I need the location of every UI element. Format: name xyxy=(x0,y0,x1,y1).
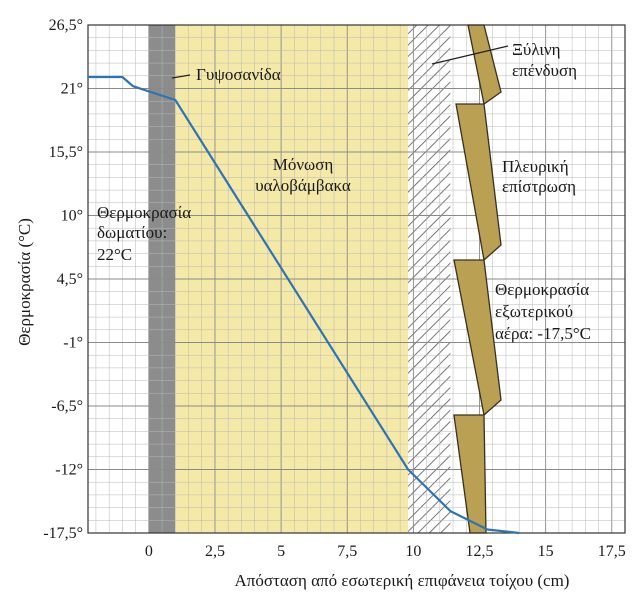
siding-annotation-line1: Πλευρική xyxy=(502,157,569,176)
x-tick-labels: 0 2,5 5 7,5 10 12,5 15 17,5 xyxy=(145,543,626,560)
siding-board xyxy=(455,103,502,262)
y-tick-label: 4,5° xyxy=(57,271,83,288)
siding-boards xyxy=(453,24,502,534)
y-tick-label: -17,5° xyxy=(43,525,83,542)
annotations: Γυψοσανίδα Μόνωση υαλοβάμβακα Θερμοκρασί… xyxy=(97,40,591,343)
siding-annotation-line2: επίστρωση xyxy=(502,177,576,196)
outdoor-temp-annotation-line1: Θερμοκρασία xyxy=(495,280,589,299)
outdoor-temp-annotation-line2: εξωτερικού xyxy=(495,302,573,321)
y-tick-label: 10° xyxy=(61,208,83,225)
wood-leader-line xyxy=(431,45,509,65)
outdoor-temp-annotation-line3: αέρα: -17,5°C xyxy=(495,324,591,343)
x-tick-label: 15 xyxy=(538,543,554,560)
x-axis-title: Απόσταση από εσωτερική επιφάνεια τοίχου … xyxy=(235,571,570,590)
y-tick-label: -6,5° xyxy=(51,398,83,415)
y-tick-label: -12° xyxy=(55,462,83,479)
insulation-annotation-line1: Μόνωση xyxy=(273,155,334,174)
wood-annotation-line1: Ξύλινη xyxy=(512,40,561,59)
x-tick-label: 7,5 xyxy=(337,543,357,560)
y-tick-label: 26,5° xyxy=(49,17,83,34)
y-tick-label: 15,5° xyxy=(49,144,83,161)
siding-board xyxy=(453,259,502,417)
wood-annotation-line2: επένδυση xyxy=(512,61,577,80)
x-tick-label: 17,5 xyxy=(598,543,626,560)
temperature-series-line xyxy=(88,75,520,535)
x-tick-label: 12,5 xyxy=(466,543,494,560)
y-tick-label: 21° xyxy=(61,81,83,98)
plot-frame xyxy=(87,24,626,534)
x-tick-label: 0 xyxy=(145,543,153,560)
grid xyxy=(88,25,625,533)
y-tick-label: -1° xyxy=(63,335,83,352)
gypsum-leader-line xyxy=(171,74,191,79)
y-axis-title: Θερμοκρασία (°C) xyxy=(15,218,34,346)
x-tick-label: 5 xyxy=(277,543,285,560)
temperature-line-layer xyxy=(88,75,520,535)
room-temp-annotation-line2: δωματίου: xyxy=(97,223,167,242)
insulation-annotation-line2: υαλοβάμβακα xyxy=(255,176,351,195)
room-temp-annotation-line3: 22°C xyxy=(97,245,132,264)
x-tick-label: 10 xyxy=(405,543,421,560)
plot-border xyxy=(87,24,626,534)
room-temp-annotation-line1: Θερμοκρασία xyxy=(97,203,191,222)
gypsum-annotation: Γυψοσανίδα xyxy=(196,65,281,84)
x-tick-label: 2,5 xyxy=(205,543,225,560)
y-tick-labels: 26,5° 21° 15,5° 10° 4,5° -1° -6,5° -12° -17,5° xyxy=(43,17,83,542)
